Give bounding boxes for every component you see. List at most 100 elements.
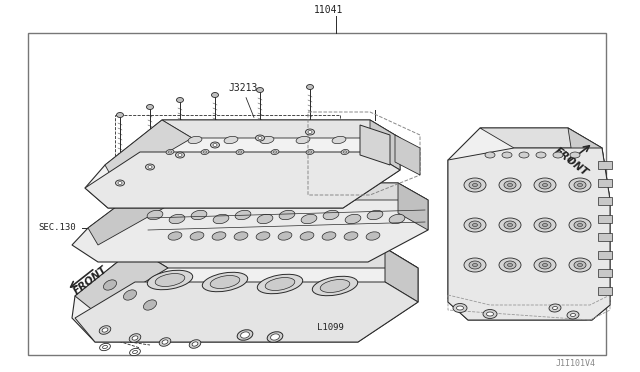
Bar <box>28 33 606 355</box>
Ellipse shape <box>569 178 591 192</box>
Ellipse shape <box>549 304 561 312</box>
Ellipse shape <box>237 188 259 198</box>
Ellipse shape <box>143 300 157 310</box>
Ellipse shape <box>469 221 481 229</box>
Ellipse shape <box>456 306 463 310</box>
Ellipse shape <box>483 310 497 318</box>
Ellipse shape <box>239 151 241 153</box>
Ellipse shape <box>129 334 141 342</box>
Ellipse shape <box>194 190 206 196</box>
Ellipse shape <box>543 183 547 186</box>
Ellipse shape <box>301 214 317 224</box>
Ellipse shape <box>168 151 172 153</box>
Ellipse shape <box>190 232 204 240</box>
Polygon shape <box>370 120 400 170</box>
Polygon shape <box>135 248 418 268</box>
Ellipse shape <box>508 263 513 266</box>
Polygon shape <box>395 135 420 175</box>
Ellipse shape <box>147 270 193 290</box>
Polygon shape <box>85 152 400 208</box>
Ellipse shape <box>499 258 521 272</box>
Ellipse shape <box>469 261 481 269</box>
Polygon shape <box>75 248 168 312</box>
Ellipse shape <box>177 97 184 103</box>
Ellipse shape <box>212 232 226 240</box>
Ellipse shape <box>504 221 516 229</box>
Ellipse shape <box>322 232 336 240</box>
Ellipse shape <box>307 84 314 90</box>
Ellipse shape <box>124 290 136 300</box>
Ellipse shape <box>472 263 477 266</box>
Polygon shape <box>448 128 610 320</box>
Ellipse shape <box>333 188 355 198</box>
Ellipse shape <box>464 218 486 232</box>
Ellipse shape <box>534 178 556 192</box>
Ellipse shape <box>539 221 551 229</box>
Ellipse shape <box>308 131 312 134</box>
Ellipse shape <box>453 304 467 312</box>
Ellipse shape <box>235 210 251 220</box>
Ellipse shape <box>323 210 339 220</box>
Polygon shape <box>105 120 192 183</box>
Ellipse shape <box>166 150 174 154</box>
Ellipse shape <box>344 232 358 240</box>
Polygon shape <box>148 183 428 200</box>
Polygon shape <box>162 120 400 138</box>
Ellipse shape <box>201 150 209 154</box>
Ellipse shape <box>258 137 262 140</box>
Text: FRONT: FRONT <box>553 146 591 178</box>
Ellipse shape <box>366 232 380 240</box>
Ellipse shape <box>278 232 292 240</box>
Bar <box>598 251 612 259</box>
Ellipse shape <box>504 261 516 269</box>
Ellipse shape <box>178 154 182 157</box>
Ellipse shape <box>290 190 302 196</box>
Bar <box>598 269 612 277</box>
Ellipse shape <box>241 332 250 338</box>
Ellipse shape <box>320 279 350 292</box>
Ellipse shape <box>539 261 551 269</box>
Ellipse shape <box>189 340 201 348</box>
Polygon shape <box>480 128 602 148</box>
Ellipse shape <box>508 183 513 186</box>
Bar <box>598 197 612 205</box>
Ellipse shape <box>102 328 108 332</box>
Ellipse shape <box>104 280 116 290</box>
Polygon shape <box>75 282 418 342</box>
Ellipse shape <box>464 258 486 272</box>
Ellipse shape <box>570 314 575 317</box>
Polygon shape <box>360 125 390 165</box>
Ellipse shape <box>577 183 582 186</box>
Ellipse shape <box>341 150 349 154</box>
Ellipse shape <box>469 181 481 189</box>
Ellipse shape <box>306 150 314 154</box>
Ellipse shape <box>234 232 248 240</box>
Ellipse shape <box>543 263 547 266</box>
Ellipse shape <box>305 129 314 135</box>
Ellipse shape <box>191 210 207 220</box>
Polygon shape <box>88 183 178 245</box>
Polygon shape <box>568 128 610 200</box>
Ellipse shape <box>257 87 264 93</box>
Ellipse shape <box>130 348 140 356</box>
Ellipse shape <box>539 181 551 189</box>
Ellipse shape <box>211 93 218 97</box>
Ellipse shape <box>472 224 477 227</box>
Ellipse shape <box>189 188 211 198</box>
Ellipse shape <box>389 214 405 224</box>
Ellipse shape <box>271 334 280 340</box>
Ellipse shape <box>300 232 314 240</box>
Ellipse shape <box>502 152 512 158</box>
Polygon shape <box>385 248 418 302</box>
Bar <box>598 161 612 169</box>
Ellipse shape <box>574 261 586 269</box>
Ellipse shape <box>260 137 274 144</box>
Ellipse shape <box>308 151 312 153</box>
Ellipse shape <box>472 183 477 186</box>
Ellipse shape <box>100 343 110 351</box>
Ellipse shape <box>574 181 586 189</box>
Ellipse shape <box>569 258 591 272</box>
Ellipse shape <box>486 312 493 316</box>
Ellipse shape <box>296 137 310 144</box>
Ellipse shape <box>273 151 276 153</box>
